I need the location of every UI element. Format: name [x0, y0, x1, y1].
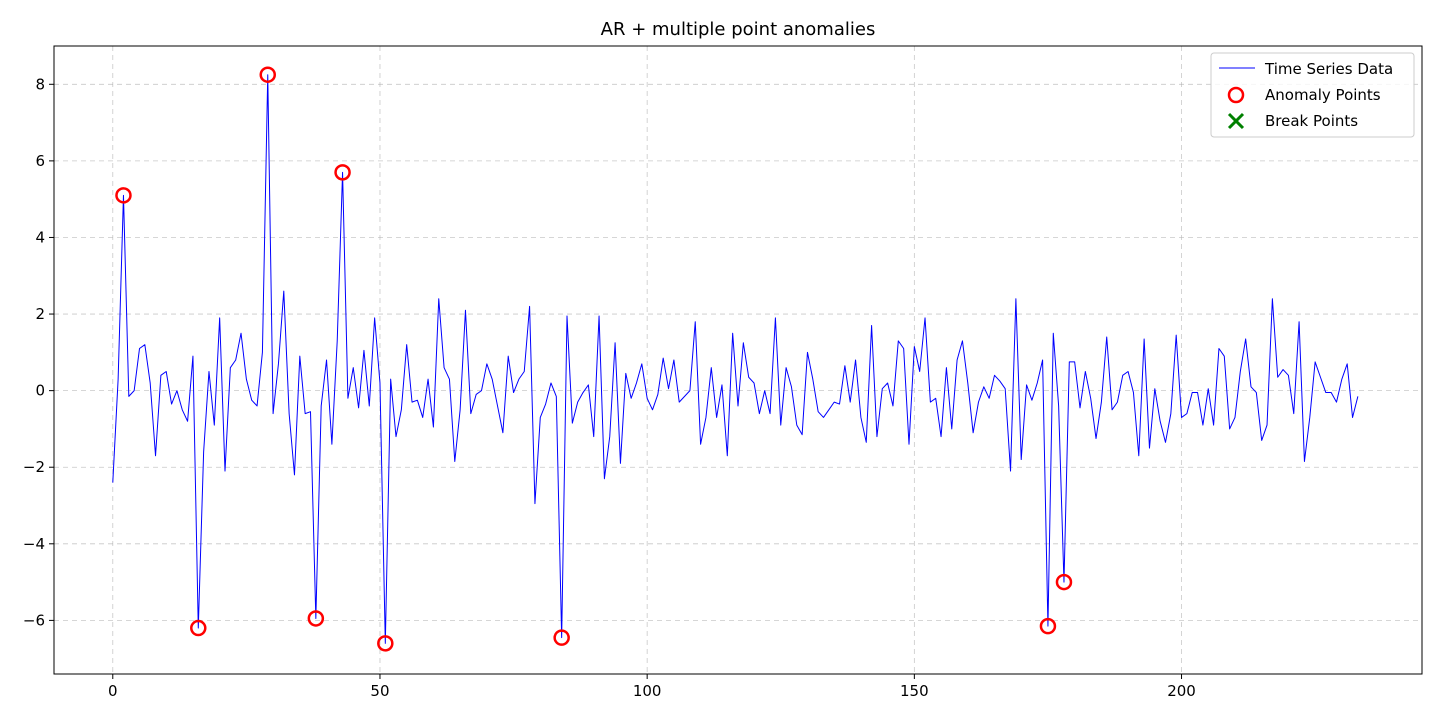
y-tick-label: −2 — [23, 458, 45, 476]
x-tick-label: 100 — [633, 682, 662, 700]
x-tick-label: 50 — [370, 682, 389, 700]
y-tick-label: 8 — [35, 75, 45, 93]
series-layer — [112, 74, 1359, 644]
x-tick-label: 150 — [900, 682, 929, 700]
legend-label-time-series: Time Series Data — [1264, 60, 1393, 78]
y-tick-label: 6 — [35, 152, 45, 170]
y-tick-label: −4 — [23, 535, 45, 553]
tick-layer: 0 50 100 150 200 −6 −4 −2 0 2 4 6 8 — [23, 75, 1196, 700]
y-tick-label: 0 — [35, 382, 45, 400]
legend-anomaly-swatch — [1227, 86, 1245, 104]
legend: Time Series Data Anomaly Points Break Po… — [1210, 52, 1415, 138]
chart-title: AR + multiple point anomalies — [601, 19, 876, 40]
series-line-time-series — [112, 74, 1359, 644]
anomaly-point — [259, 66, 276, 83]
grid-layer — [54, 46, 1422, 674]
y-tick-label: 2 — [35, 305, 45, 323]
anomaly-point — [307, 610, 325, 627]
legend-label-break: Break Points — [1265, 112, 1358, 130]
legend-label-anomaly: Anomaly Points — [1265, 86, 1381, 104]
legend-break-swatch — [1227, 112, 1245, 130]
anomaly-point — [377, 635, 394, 652]
anomaly-point — [1039, 617, 1057, 635]
anomaly-layer — [115, 66, 1073, 652]
anomaly-point — [190, 619, 207, 637]
x-tick-label: 0 — [108, 682, 118, 700]
anomaly-point — [553, 629, 570, 646]
x-tick-label: 200 — [1167, 682, 1196, 700]
anomaly-point — [1055, 573, 1073, 591]
plot-area-frame — [53, 45, 1423, 675]
y-tick-label: 4 — [35, 228, 45, 246]
y-tick-label: −6 — [23, 611, 45, 629]
anomaly-point — [115, 187, 132, 204]
legend-box — [1210, 52, 1415, 138]
anomaly-point — [334, 164, 351, 181]
